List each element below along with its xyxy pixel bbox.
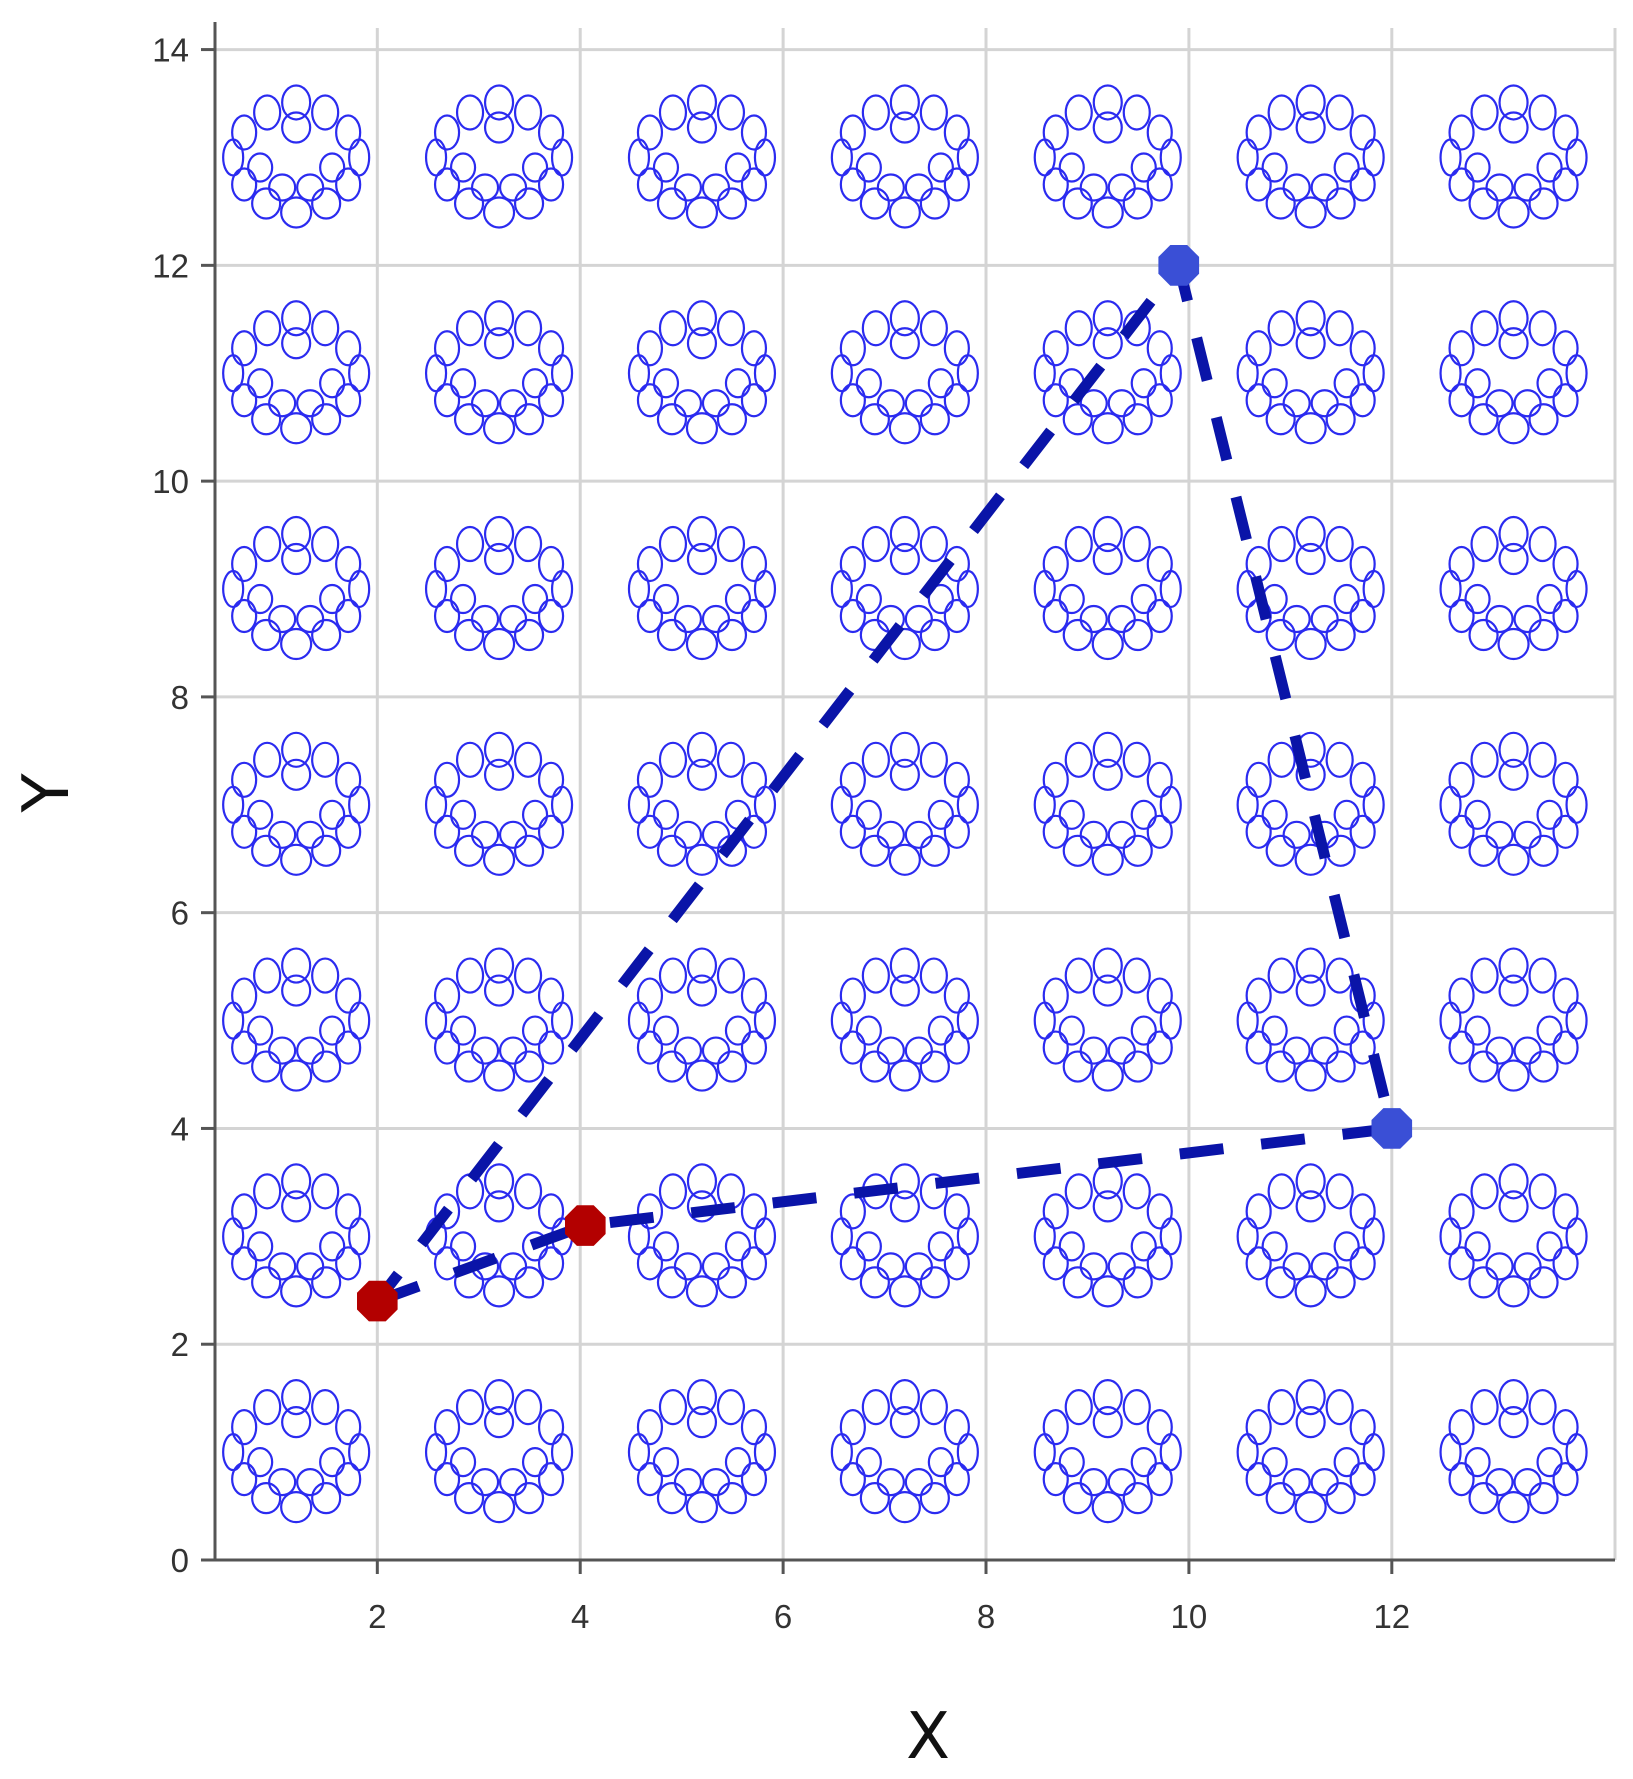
y-tick-label: 2 bbox=[171, 1326, 189, 1363]
x-tick-label: 6 bbox=[774, 1598, 792, 1635]
x-tick-label: 10 bbox=[1171, 1598, 1208, 1635]
node-markers bbox=[357, 245, 1413, 1322]
y-tick-label: 14 bbox=[152, 32, 189, 69]
plot-background bbox=[215, 28, 1615, 1560]
y-tick-label: 0 bbox=[171, 1542, 189, 1579]
y-tick-label: 6 bbox=[171, 895, 189, 932]
y-tick-label: 12 bbox=[152, 247, 189, 284]
y-tick-label: 8 bbox=[171, 679, 189, 716]
y-tick-label: 4 bbox=[171, 1110, 189, 1147]
tick-labels: 2 4 6 8 10 12 0 2 4 6 8 10 12 14 bbox=[152, 32, 1410, 1635]
axes bbox=[201, 22, 1615, 1574]
node-marker bbox=[1371, 1108, 1413, 1149]
node-marker bbox=[357, 1280, 398, 1322]
x-tick-label: 12 bbox=[1373, 1598, 1410, 1635]
y-axis-label: Y bbox=[10, 773, 84, 814]
x-axis-label: X bbox=[906, 1700, 950, 1774]
node-marker bbox=[1158, 245, 1200, 286]
grid bbox=[215, 28, 1617, 1560]
x-tick-label: 2 bbox=[368, 1598, 386, 1635]
x-tick-label: 4 bbox=[571, 1598, 589, 1635]
node-marker bbox=[565, 1205, 606, 1246]
x-tick-label: 8 bbox=[977, 1598, 995, 1635]
y-tick-label: 10 bbox=[152, 463, 189, 500]
